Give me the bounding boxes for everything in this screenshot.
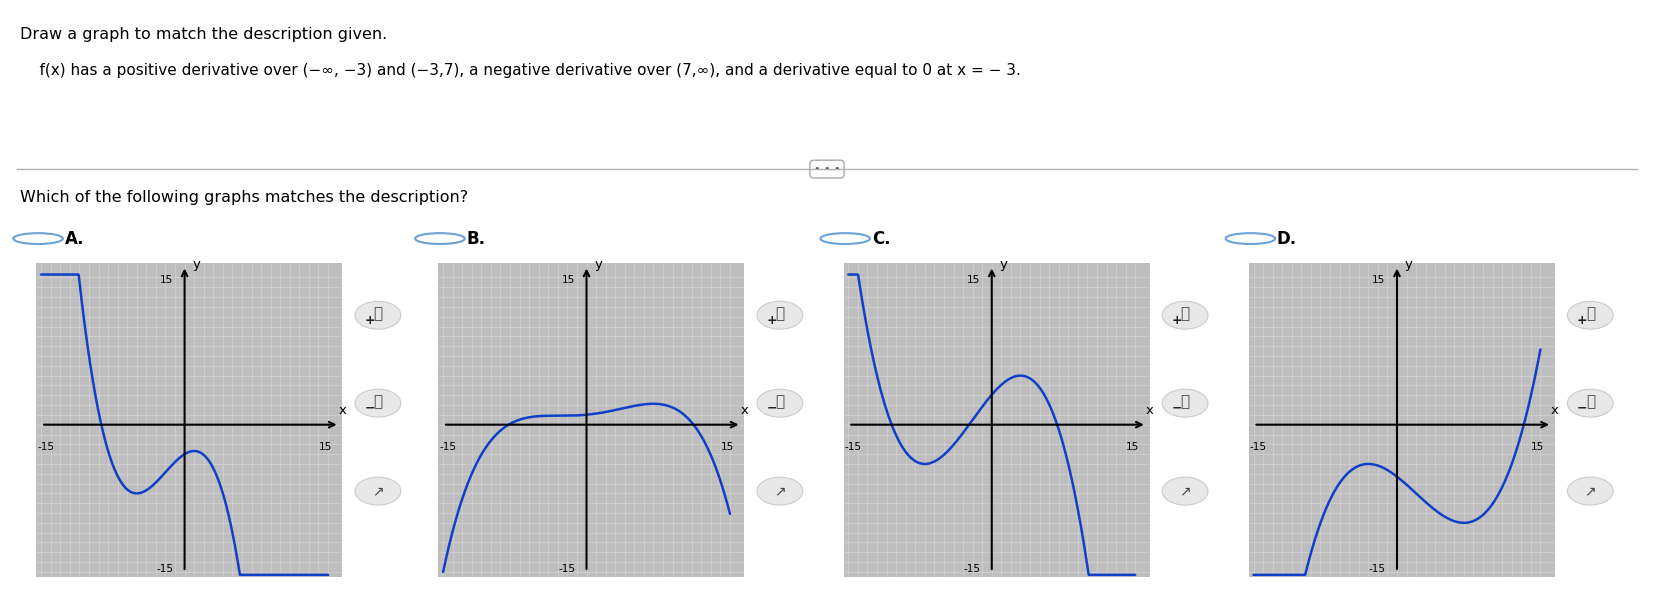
Circle shape <box>758 389 802 417</box>
Circle shape <box>356 301 400 329</box>
Text: 🔍: 🔍 <box>374 306 382 321</box>
Text: x: x <box>1146 404 1153 417</box>
Text: 15: 15 <box>160 275 174 286</box>
Text: 🔍: 🔍 <box>776 394 784 409</box>
Text: x: x <box>339 404 346 417</box>
Circle shape <box>1568 477 1613 505</box>
Text: 15: 15 <box>1373 275 1386 286</box>
Circle shape <box>356 389 400 417</box>
Text: 15: 15 <box>562 275 576 286</box>
Text: 🔍: 🔍 <box>1181 394 1189 409</box>
Text: y: y <box>192 258 200 271</box>
Circle shape <box>1163 389 1207 417</box>
Text: ↗: ↗ <box>1179 484 1191 498</box>
Text: -15: -15 <box>440 442 457 452</box>
Text: B.: B. <box>466 230 485 248</box>
Text: -15: -15 <box>1368 564 1386 574</box>
Text: −: − <box>364 402 375 415</box>
Text: C.: C. <box>872 230 890 248</box>
Text: 15: 15 <box>721 442 734 452</box>
Circle shape <box>1163 301 1207 329</box>
Text: ↗: ↗ <box>372 484 384 498</box>
Text: -15: -15 <box>963 564 981 574</box>
Text: 15: 15 <box>1126 442 1140 452</box>
Text: 15: 15 <box>1532 442 1545 452</box>
Text: −: − <box>1171 402 1183 415</box>
Text: • • •: • • • <box>814 164 840 174</box>
Text: 🔍: 🔍 <box>1586 394 1594 409</box>
Text: +: + <box>766 313 777 327</box>
Text: 15: 15 <box>968 275 981 286</box>
Text: -15: -15 <box>845 442 862 452</box>
Text: ↗: ↗ <box>774 484 786 498</box>
Text: -15: -15 <box>1250 442 1267 452</box>
Text: +: + <box>1171 313 1183 327</box>
Text: +: + <box>364 313 375 327</box>
Text: Which of the following graphs matches the description?: Which of the following graphs matches th… <box>20 190 468 205</box>
Text: +: + <box>1576 313 1588 327</box>
Text: y: y <box>1404 258 1413 271</box>
Text: D.: D. <box>1277 230 1297 248</box>
Circle shape <box>1568 389 1613 417</box>
Text: -15: -15 <box>557 564 576 574</box>
Text: Draw a graph to match the description given.: Draw a graph to match the description gi… <box>20 27 387 42</box>
Circle shape <box>1163 477 1207 505</box>
Text: −: − <box>766 402 777 415</box>
Text: 15: 15 <box>319 442 332 452</box>
Text: 🔍: 🔍 <box>374 394 382 409</box>
Text: 🔍: 🔍 <box>1181 306 1189 321</box>
Text: y: y <box>594 258 602 271</box>
Circle shape <box>1568 301 1613 329</box>
Text: -15: -15 <box>155 564 174 574</box>
Text: 🔍: 🔍 <box>1586 306 1594 321</box>
Circle shape <box>758 477 802 505</box>
Text: −: − <box>1576 402 1588 415</box>
Text: 🔍: 🔍 <box>776 306 784 321</box>
Text: A.: A. <box>65 230 84 248</box>
Text: f(x) has a positive derivative over (−∞, −3) and (−3,7), a negative derivative o: f(x) has a positive derivative over (−∞,… <box>20 63 1021 79</box>
Text: y: y <box>999 258 1007 271</box>
Circle shape <box>758 301 802 329</box>
Text: x: x <box>1551 404 1558 417</box>
Text: ↗: ↗ <box>1585 484 1596 498</box>
Text: -15: -15 <box>38 442 55 452</box>
Circle shape <box>356 477 400 505</box>
Text: x: x <box>741 404 748 417</box>
